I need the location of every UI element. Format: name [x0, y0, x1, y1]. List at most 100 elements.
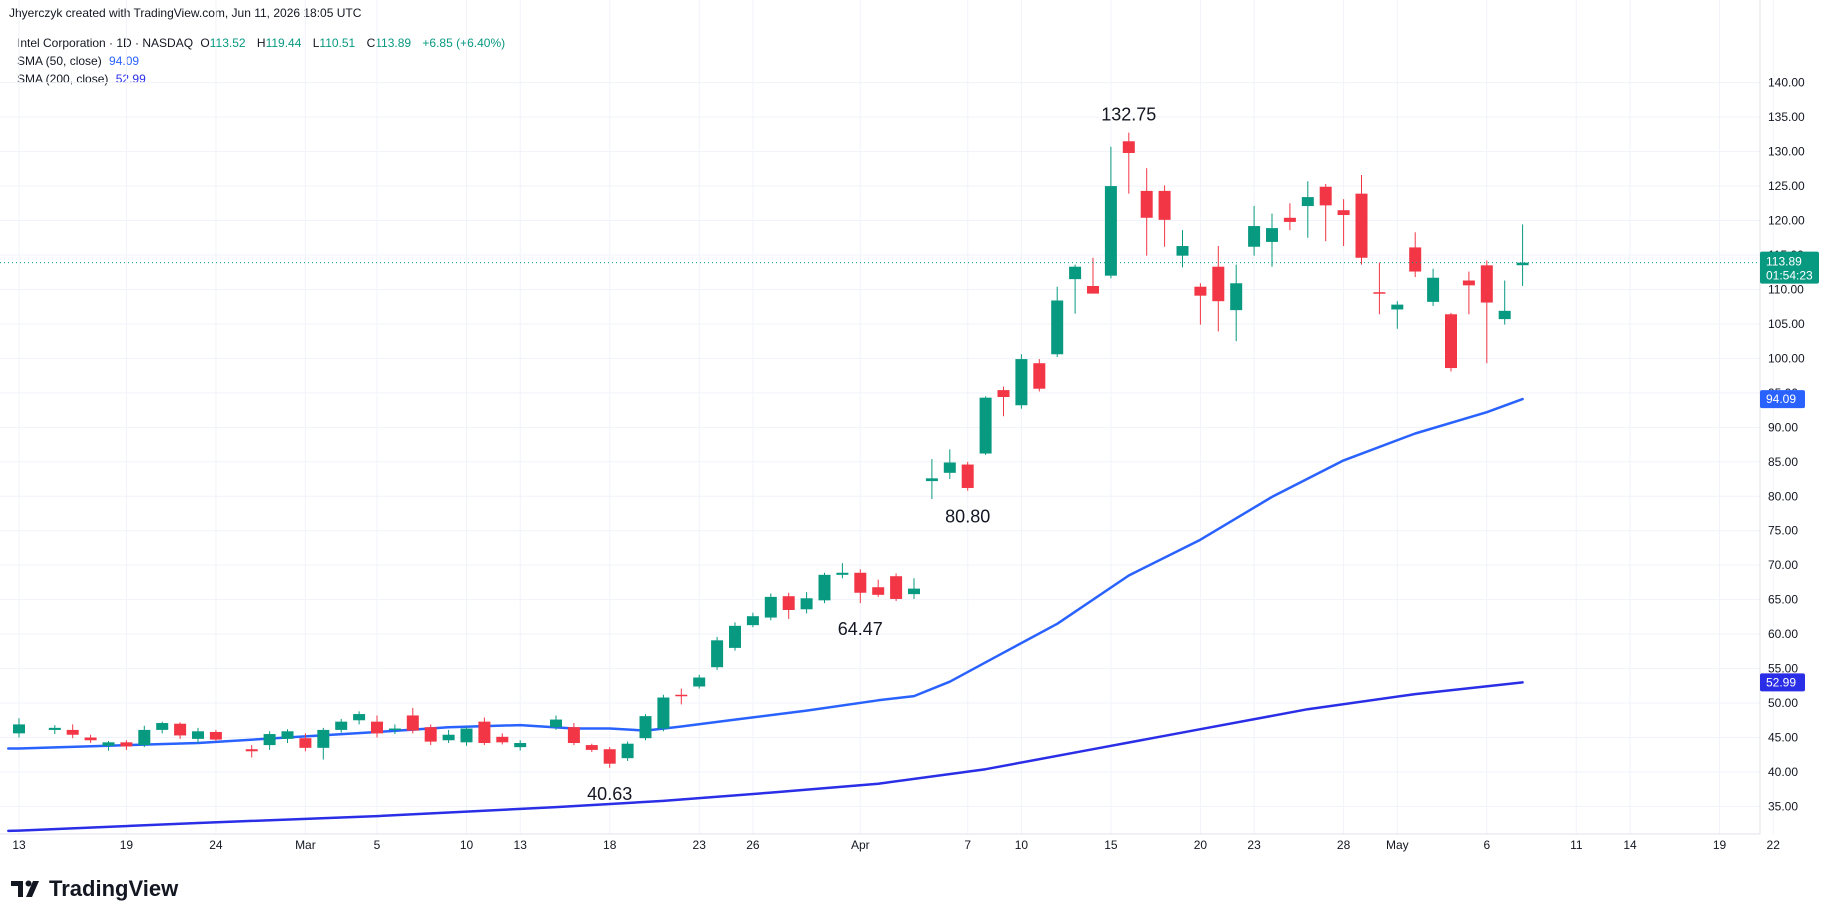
candle	[639, 714, 652, 741]
candle	[711, 636, 724, 670]
candle	[1462, 271, 1475, 315]
high-label: H	[256, 36, 266, 50]
price-tick-label: 140.00	[1768, 76, 1805, 90]
candle-body	[406, 715, 419, 731]
price-tick-label: 70.00	[1768, 558, 1798, 572]
candle-body	[1033, 363, 1046, 389]
candle-body	[585, 745, 598, 750]
time-tick-label: 18	[603, 838, 617, 852]
candle	[317, 727, 330, 760]
candle-body	[782, 596, 795, 610]
candle	[818, 572, 831, 604]
candle-body	[1462, 280, 1475, 286]
candle-body	[872, 587, 885, 595]
time-tick-label: 26	[746, 838, 760, 852]
close-value: 113.89	[375, 36, 412, 50]
tradingview-logo[interactable]: TradingView	[11, 876, 178, 902]
candle-body	[1176, 246, 1189, 256]
candle-body	[657, 697, 670, 729]
candle	[138, 725, 151, 748]
candle	[746, 612, 759, 628]
candle-body	[675, 694, 688, 697]
time-axis[interactable]: 13 19 24 Mar 5 10 13 18 23 26 Apr 7 10 15 20 23 28 May 6 11…	[12, 838, 1835, 852]
candle-body	[442, 734, 455, 741]
candle-body	[1158, 190, 1171, 220]
time-tick-label: 19	[120, 838, 134, 852]
candle	[1248, 206, 1261, 256]
candle-body	[281, 731, 294, 739]
sma50-value: 94.09	[109, 54, 140, 68]
candle-body	[299, 738, 312, 748]
candle	[800, 592, 813, 614]
candles	[13, 132, 1529, 768]
candle-body	[317, 729, 330, 748]
candle-body	[1516, 262, 1529, 266]
candle	[693, 674, 706, 689]
candle-body	[1212, 266, 1225, 302]
price-tick-label: 90.00	[1768, 420, 1798, 434]
candle	[1409, 232, 1422, 278]
candle-body	[943, 462, 956, 473]
candle-body	[1140, 190, 1153, 218]
candle-body	[460, 728, 473, 743]
sma50-legend-row[interactable]: SMA (50, close) 94.09	[17, 52, 513, 70]
candle-body	[764, 596, 777, 618]
last-price-badge-price: 113.89	[1766, 255, 1802, 269]
candle-body	[961, 464, 974, 488]
candle	[1230, 264, 1243, 342]
time-tick-label: 22	[1767, 838, 1781, 852]
candle-body	[1283, 217, 1296, 222]
candle	[66, 724, 79, 739]
candle-body	[818, 574, 831, 601]
candle	[1176, 230, 1189, 268]
candle-body	[209, 731, 222, 740]
time-tick-label: 13	[514, 838, 528, 852]
candle-body	[1051, 300, 1064, 355]
chart-credit: Jhyerczyk created with TradingView.com, …	[9, 6, 362, 20]
sma50-badge-value: 94.09	[1766, 392, 1796, 406]
candle	[1516, 224, 1529, 286]
price-tick-label: 35.00	[1768, 799, 1798, 813]
candle	[442, 729, 455, 744]
candle	[675, 688, 688, 705]
candle	[1427, 268, 1440, 307]
candle	[961, 461, 974, 491]
candle-body	[908, 588, 920, 595]
candle	[729, 622, 741, 651]
symbol-legend-row[interactable]: Intel Corporation · 1D · NASDAQ O113.52 …	[17, 34, 513, 52]
price-tick-label: 75.00	[1768, 524, 1798, 538]
candle	[925, 459, 938, 500]
time-tick-label: 15	[1104, 838, 1118, 852]
candle	[657, 694, 670, 732]
candle-body	[1391, 304, 1404, 310]
candle-body	[245, 749, 258, 752]
price-tick-label: 135.00	[1768, 110, 1805, 124]
tradingview-brand: TradingView	[49, 876, 179, 901]
time-tick-label: 28	[1337, 838, 1351, 852]
candle	[1158, 185, 1171, 247]
price-tick-label: 125.00	[1768, 179, 1805, 193]
candle-body	[800, 598, 813, 610]
sma200-badge	[1760, 673, 1805, 692]
time-tick-label: 19	[1713, 838, 1727, 852]
candle	[854, 569, 867, 604]
candle-body	[388, 728, 401, 731]
candle-body	[371, 721, 383, 734]
time-tick-label: 23	[693, 838, 707, 852]
candle	[1140, 168, 1153, 256]
candle	[353, 711, 366, 725]
candle	[1301, 181, 1314, 238]
candle	[1391, 301, 1404, 329]
candle	[84, 734, 97, 744]
candle	[335, 718, 348, 733]
time-tick-label: 11	[1570, 838, 1583, 852]
candle-body	[1194, 286, 1207, 296]
time-tick-label: May	[1386, 838, 1409, 852]
candle	[1015, 354, 1028, 409]
candle-body	[1248, 226, 1261, 247]
candle	[621, 741, 634, 761]
candle-body	[496, 736, 509, 743]
candle-body	[729, 625, 741, 648]
